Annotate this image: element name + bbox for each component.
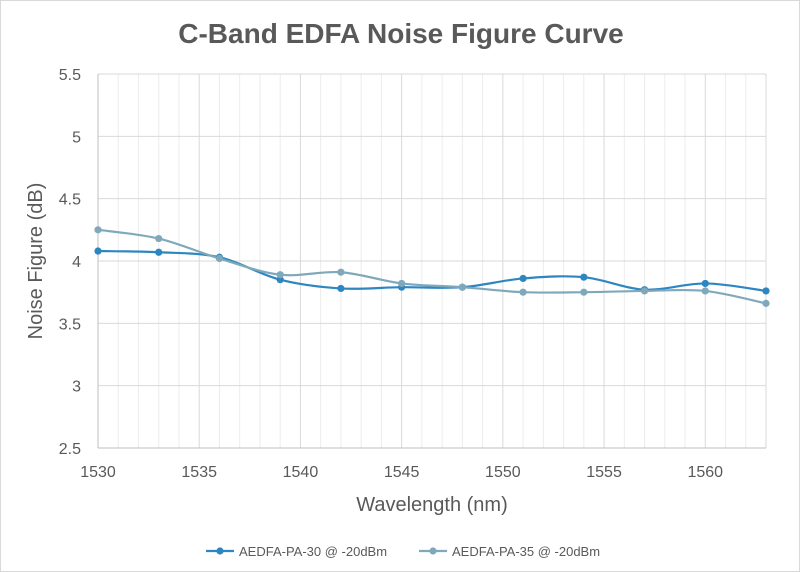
legend-label: AEDFA-PA-35 @ -20dBm xyxy=(452,544,600,559)
data-point xyxy=(580,288,588,296)
x-tick-label: 1535 xyxy=(181,464,217,481)
series-lines xyxy=(97,228,767,305)
y-tick-label: 5 xyxy=(72,129,81,146)
data-point xyxy=(398,279,406,288)
chart-title: C-Band EDFA Noise Figure Curve xyxy=(178,18,623,49)
data-point xyxy=(94,226,102,234)
y-axis-title: Noise Figure (dB) xyxy=(25,183,47,340)
y-tick-label: 3 xyxy=(72,379,81,396)
data-point xyxy=(155,248,163,256)
data-point xyxy=(276,276,284,284)
legend-label: AEDFA-PA-30 @ -20dBm xyxy=(239,544,387,559)
data-point xyxy=(701,279,709,288)
y-tick-label: 2.5 xyxy=(59,441,81,458)
data-point xyxy=(762,287,770,295)
data-point xyxy=(762,299,770,307)
x-tick-label: 1540 xyxy=(283,464,319,481)
axes xyxy=(97,74,766,449)
data-point xyxy=(155,234,163,243)
x-tick-label: 1550 xyxy=(485,464,521,481)
data-point xyxy=(519,288,527,296)
legend-marker xyxy=(216,547,224,555)
y-tick-label: 4 xyxy=(72,254,81,271)
data-point xyxy=(337,284,345,293)
data-point xyxy=(94,247,102,255)
data-point xyxy=(215,254,224,263)
series-line-2 xyxy=(97,228,767,305)
data-point xyxy=(701,287,709,295)
x-tick-label: 1530 xyxy=(80,464,116,481)
legend-marker xyxy=(429,547,437,555)
x-tick-label: 1560 xyxy=(687,464,723,481)
data-point xyxy=(640,287,649,295)
data-point xyxy=(458,283,466,291)
data-point xyxy=(519,274,527,283)
legend-item: AEDFA-PA-30 @ -20dBm xyxy=(206,544,387,559)
x-tick-label: 1555 xyxy=(586,464,622,481)
x-tick-label: 1545 xyxy=(384,464,420,481)
y-tick-label: 5.5 xyxy=(59,67,81,84)
y-tick-label: 4.5 xyxy=(59,192,81,209)
x-axis-title: Wavelength (nm) xyxy=(356,494,508,516)
data-point xyxy=(580,273,588,281)
data-point xyxy=(337,268,345,276)
data-points xyxy=(94,226,770,307)
data-point xyxy=(276,271,284,279)
legend: AEDFA-PA-30 @ -20dBm AEDFA-PA-35 @ -20dBm xyxy=(206,544,600,559)
gridlines xyxy=(97,73,767,449)
legend-item: AEDFA-PA-35 @ -20dBm xyxy=(419,544,600,559)
y-tick-label: 3.5 xyxy=(59,316,81,333)
tick-labels: 1530 1535 1540 1545 1550 1555 1560 2.5 3 3.5 4 4.5 5… xyxy=(59,67,723,481)
